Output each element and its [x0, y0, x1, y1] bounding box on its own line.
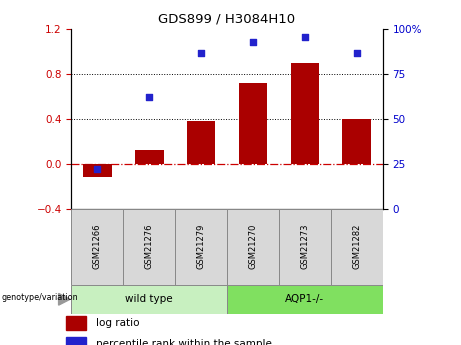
Bar: [239, 83, 267, 164]
Polygon shape: [59, 293, 70, 305]
FancyBboxPatch shape: [71, 285, 227, 314]
Text: AQP1-/-: AQP1-/-: [285, 294, 325, 304]
Text: GSM21273: GSM21273: [300, 224, 309, 269]
Title: GDS899 / H3084H10: GDS899 / H3084H10: [159, 12, 296, 26]
FancyBboxPatch shape: [124, 209, 175, 285]
FancyBboxPatch shape: [279, 209, 331, 285]
Bar: [187, 121, 215, 164]
Bar: [135, 150, 164, 164]
Point: [146, 95, 153, 100]
Point: [94, 167, 101, 172]
Point: [197, 50, 205, 56]
Text: percentile rank within the sample: percentile rank within the sample: [96, 339, 272, 345]
FancyBboxPatch shape: [227, 209, 279, 285]
Point: [249, 39, 257, 45]
Point: [301, 34, 308, 39]
Text: log ratio: log ratio: [96, 318, 139, 328]
Bar: [65, 337, 86, 345]
Bar: [65, 316, 86, 329]
Bar: [290, 63, 319, 164]
FancyBboxPatch shape: [331, 209, 383, 285]
FancyBboxPatch shape: [71, 209, 124, 285]
Bar: [343, 119, 371, 164]
Text: GSM21279: GSM21279: [196, 224, 206, 269]
Text: wild type: wild type: [125, 294, 173, 304]
Point: [353, 50, 361, 56]
Text: GSM21276: GSM21276: [145, 224, 154, 269]
Text: genotype/variation: genotype/variation: [1, 293, 78, 302]
Bar: [83, 164, 112, 177]
FancyBboxPatch shape: [227, 285, 383, 314]
Text: GSM21282: GSM21282: [352, 224, 361, 269]
Text: GSM21270: GSM21270: [248, 224, 258, 269]
FancyBboxPatch shape: [175, 209, 227, 285]
Text: GSM21266: GSM21266: [93, 224, 102, 269]
